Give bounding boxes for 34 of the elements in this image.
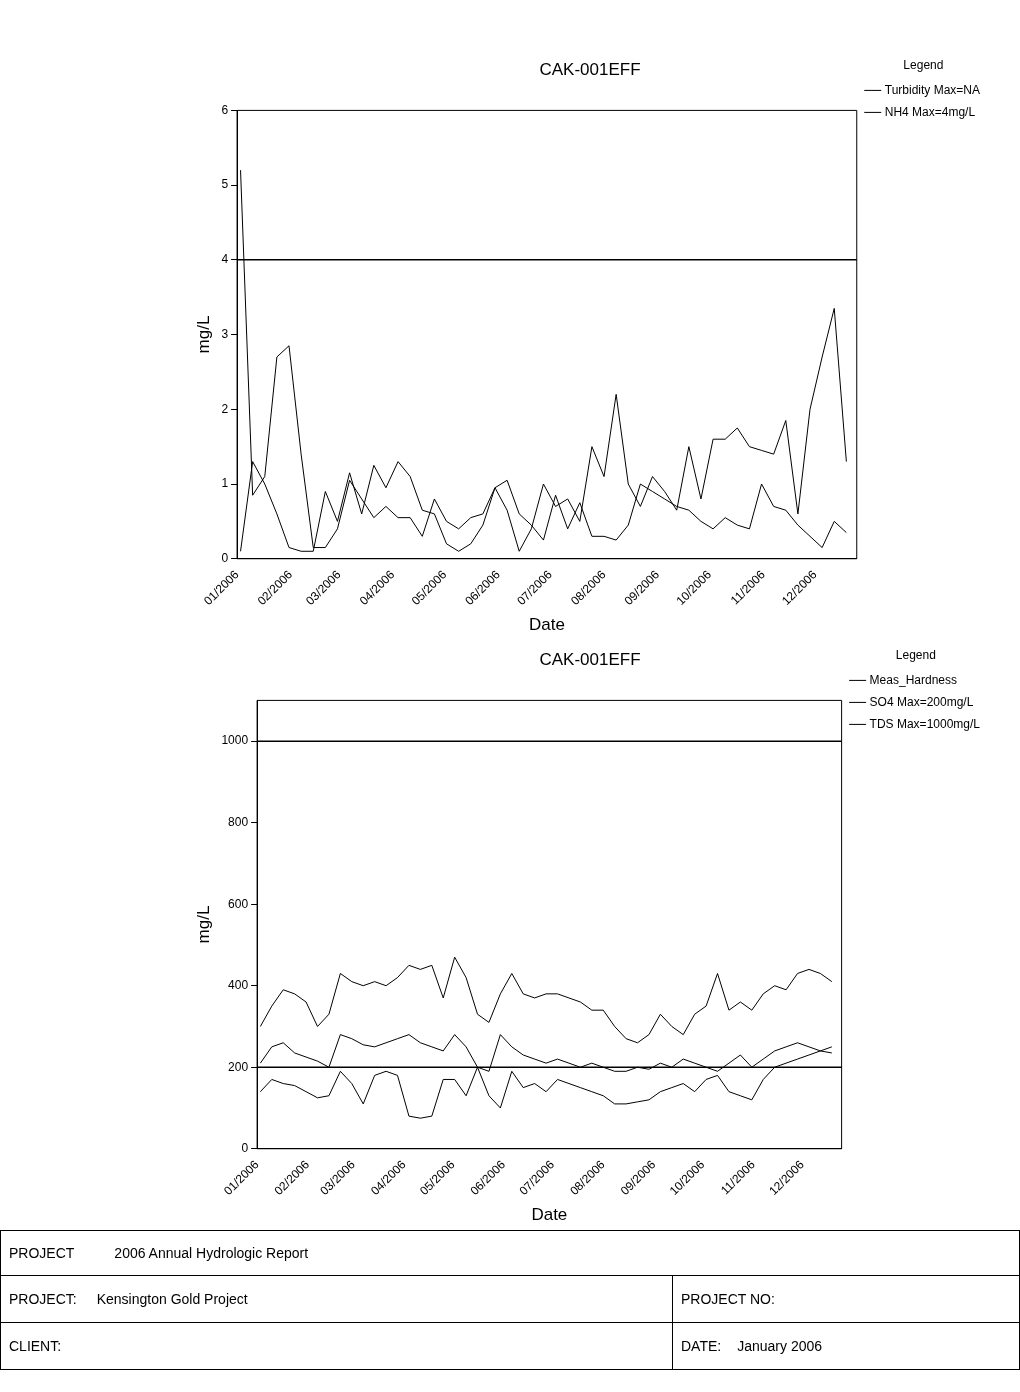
text: DATE:: [681, 1338, 722, 1354]
x-axis-title: Date: [528, 615, 565, 635]
chart-title: CAK-001EFF: [539, 649, 641, 669]
y-tick-label: 6: [221, 102, 229, 117]
y-tick-label: 0: [241, 1141, 249, 1156]
chart-title: CAK-001EFF: [539, 59, 641, 79]
text: PROJECT:: [9, 1291, 77, 1307]
text: PROJECT NO:: [672, 1275, 1020, 1323]
y-tick-label: 2: [221, 401, 229, 416]
y-tick-label: 3: [221, 326, 229, 341]
legend-label: Meas_Hardness: [869, 672, 957, 687]
y-tick-label: 400: [228, 978, 249, 993]
y-tick-label: 1: [221, 476, 229, 491]
text: Kensington Gold Project: [96, 1291, 248, 1307]
y-axis-title: mg/L: [193, 905, 213, 944]
text: PROJECT: [9, 1245, 75, 1261]
text: January 2006: [737, 1338, 823, 1354]
y-tick-label: 200: [228, 1059, 249, 1074]
legend-title: Legend: [903, 58, 944, 73]
y-tick-label: 800: [228, 814, 249, 829]
y-tick-label: 1000: [221, 733, 249, 748]
legend-label: NH4 Max=4mg/L: [884, 104, 976, 119]
y-tick-label: 4: [221, 252, 229, 267]
text: CLIENT:: [0, 1322, 673, 1370]
legend-label: Turbidity Max=NA: [884, 82, 980, 97]
x-axis-title: Date: [531, 1205, 568, 1225]
y-axis-title: mg/L: [193, 315, 213, 354]
legend-label: TDS Max=1000mg/L: [869, 716, 981, 731]
y-tick-label: 0: [221, 551, 229, 566]
text: 2006 Annual Hydrologic Report: [114, 1245, 309, 1261]
y-tick-label: 600: [228, 896, 249, 911]
legend-label: SO4 Max=200mg/L: [869, 694, 974, 709]
legend-title: Legend: [895, 648, 936, 663]
y-tick-label: 5: [221, 177, 229, 192]
